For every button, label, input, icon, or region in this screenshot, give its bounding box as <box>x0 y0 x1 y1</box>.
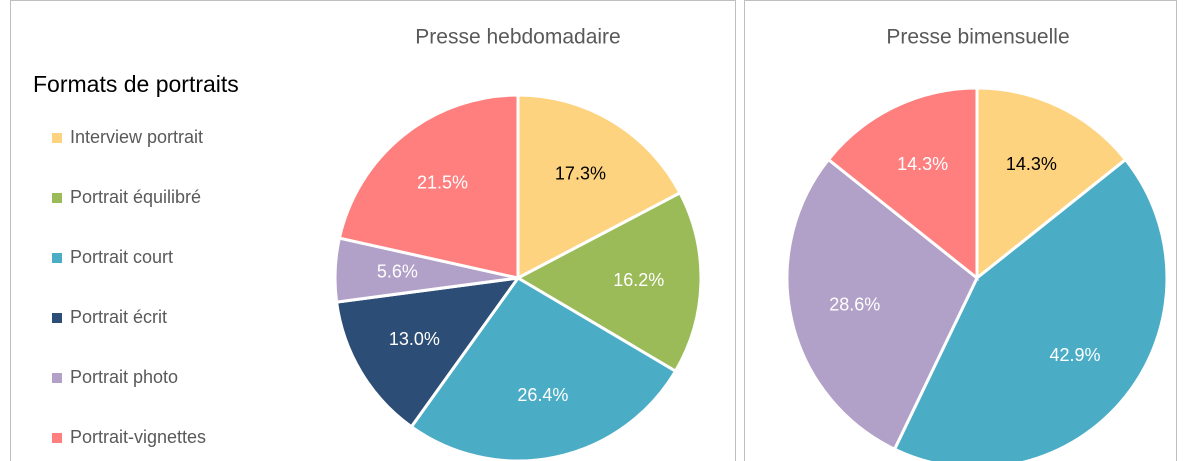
legend-swatch <box>52 313 62 323</box>
data-label: 21.5% <box>417 172 468 192</box>
legend-label: Portrait équilibré <box>70 187 201 207</box>
pie-slice <box>409 276 678 461</box>
pie-slice <box>516 93 683 281</box>
pie-slice <box>975 86 1128 282</box>
data-label: 28.6% <box>829 295 880 315</box>
data-label: 14.3% <box>1006 154 1057 174</box>
legend-title: Formats de portraits <box>33 71 239 97</box>
pie-slice <box>785 157 979 452</box>
legend-label: Portrait-vignettes <box>70 427 206 447</box>
data-label: 17.3% <box>555 163 606 183</box>
pie-slice <box>334 276 522 429</box>
pie-slice <box>514 190 703 374</box>
legend-swatch <box>52 193 62 203</box>
legend-swatch <box>52 373 62 383</box>
pie-slice <box>826 86 979 282</box>
data-label: 26.4% <box>517 385 568 405</box>
legend-label: Portrait photo <box>70 367 178 387</box>
data-label: 16.2% <box>613 270 664 290</box>
legend-swatch <box>52 133 62 143</box>
data-label: 14.3% <box>897 154 948 174</box>
pie-slice <box>337 93 520 280</box>
legend-label: Interview portrait <box>70 127 203 147</box>
legend-swatch <box>52 253 62 263</box>
legend-label: Portrait court <box>70 247 173 267</box>
data-label: 5.6% <box>377 261 418 281</box>
chart-title: Presse hebdomadaire <box>415 26 620 49</box>
panel <box>10 0 736 461</box>
panel <box>744 0 1177 461</box>
legend-label: Portrait écrit <box>70 307 167 327</box>
legend-swatch <box>52 433 62 443</box>
data-label: 42.9% <box>1050 345 1101 365</box>
pie-slice <box>892 157 1169 461</box>
data-label: 13.0% <box>389 329 440 349</box>
chart-title: Presse bimensuelle <box>886 26 1069 49</box>
